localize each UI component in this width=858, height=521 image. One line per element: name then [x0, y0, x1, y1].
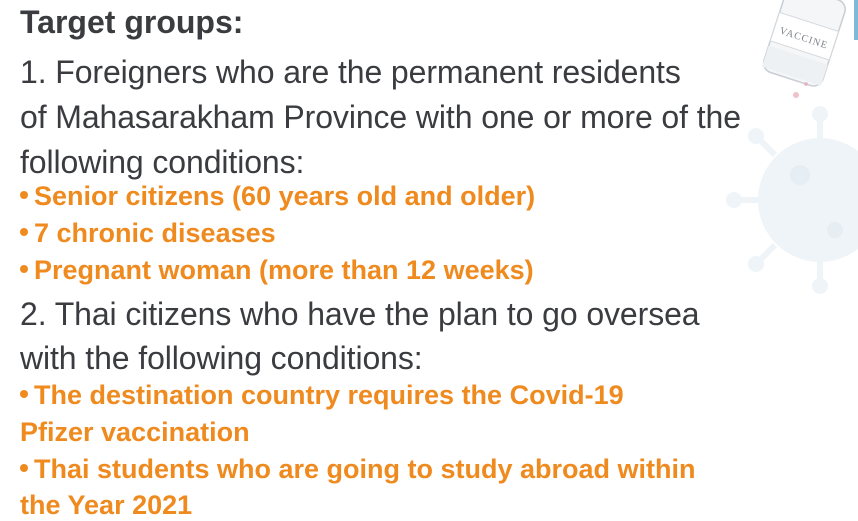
- list-item: The destination country requires the Cov…: [20, 380, 624, 411]
- corner-accent-bar: [854, 0, 858, 40]
- bullet-icon: [20, 389, 28, 398]
- group1-bullet-3: Pregnant woman (more than 12 weeks): [34, 255, 534, 285]
- group2-line2: with the following conditions:: [20, 340, 423, 376]
- list-item: Thai students who are going to study abr…: [20, 454, 696, 485]
- group2-bullet-2-line1: Thai students who are going to study abr…: [34, 454, 696, 484]
- virus-icon: [726, 106, 858, 294]
- bullet-icon: [20, 190, 28, 199]
- group1-line3: following conditions:: [20, 144, 305, 180]
- group2-line1: 2. Thai citizens who have the plan to go…: [20, 296, 700, 332]
- list-item: 7 chronic diseases: [20, 218, 276, 249]
- bullet-icon: [20, 463, 28, 472]
- vaccine-vial-icon: VACCINE: [761, 0, 846, 87]
- group1-bullet-2: 7 chronic diseases: [34, 218, 276, 248]
- group2-bullet-1-line1: The destination country requires the Cov…: [34, 380, 624, 410]
- list-item: Senior citizens (60 years old and older): [20, 181, 535, 212]
- group2-bullet-2-line2: the Year 2021: [20, 490, 193, 520]
- list-item: Pregnant woman (more than 12 weeks): [20, 255, 534, 286]
- page-title: Target groups:: [20, 4, 244, 40]
- bullet-icon: [20, 227, 28, 236]
- group2-bullet-1-line2: Pfizer vaccination: [20, 417, 250, 447]
- group1-line2: of Mahasarakham Province with one or mor…: [20, 99, 741, 135]
- group1-bullet-1: Senior citizens (60 years old and older): [34, 181, 536, 211]
- group1-line1: 1. Foreigners who are the permanent resi…: [20, 54, 681, 90]
- bullet-icon: [20, 264, 28, 273]
